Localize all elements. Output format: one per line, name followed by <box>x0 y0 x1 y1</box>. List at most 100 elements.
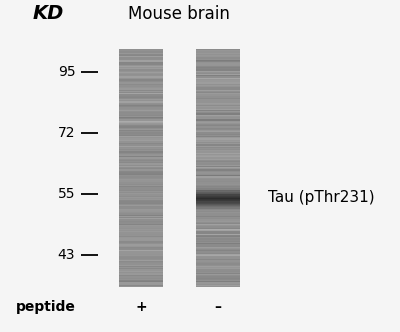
Bar <box>196 259 240 260</box>
Bar <box>196 66 240 67</box>
Bar <box>196 55 240 56</box>
Bar <box>119 269 163 271</box>
Bar <box>119 81 163 82</box>
Bar <box>119 115 163 116</box>
Bar <box>119 191 163 192</box>
Bar <box>196 256 240 257</box>
Bar <box>196 229 240 230</box>
Bar <box>196 202 240 203</box>
Bar <box>119 251 163 253</box>
Bar <box>119 155 163 156</box>
Text: 72: 72 <box>58 126 75 140</box>
Bar <box>119 124 163 125</box>
Bar <box>196 224 240 225</box>
Bar <box>119 194 163 196</box>
Bar <box>119 272 163 273</box>
Bar <box>119 69 163 70</box>
Bar <box>196 82 240 84</box>
Bar <box>119 78 163 79</box>
Bar <box>196 110 240 111</box>
Bar <box>119 193 163 194</box>
Bar <box>119 229 163 230</box>
Bar <box>196 260 240 261</box>
Bar <box>196 247 240 248</box>
Bar <box>196 163 240 165</box>
Bar <box>119 240 163 241</box>
Bar <box>119 244 163 246</box>
Bar <box>119 67 163 68</box>
Bar <box>196 149 240 150</box>
Bar <box>196 177 240 178</box>
Bar <box>196 99 240 100</box>
Bar <box>196 157 240 159</box>
Bar <box>119 178 163 179</box>
Bar <box>119 91 163 92</box>
Bar <box>119 100 163 102</box>
Bar <box>196 257 240 259</box>
Bar <box>196 51 240 53</box>
Bar <box>196 102 240 103</box>
Bar <box>196 92 240 93</box>
Bar <box>196 132 240 133</box>
Bar <box>119 55 163 56</box>
Bar <box>119 226 163 228</box>
Bar <box>196 143 240 144</box>
Bar <box>119 144 163 145</box>
Bar <box>196 108 240 109</box>
Bar <box>196 103 240 104</box>
Bar <box>196 76 240 78</box>
Bar <box>196 206 240 208</box>
Bar <box>119 273 163 274</box>
Bar <box>119 133 163 135</box>
Bar <box>119 116 163 117</box>
Bar <box>196 279 240 280</box>
Bar <box>196 237 240 238</box>
Bar <box>119 242 163 243</box>
Bar <box>119 72 163 73</box>
Bar <box>196 86 240 87</box>
Bar <box>119 167 163 168</box>
Bar <box>196 236 240 237</box>
Bar <box>119 224 163 225</box>
Bar <box>119 284 163 285</box>
Bar <box>119 139 163 141</box>
Text: 43: 43 <box>58 248 75 262</box>
Text: Mouse brain: Mouse brain <box>128 5 230 23</box>
Bar <box>196 197 240 198</box>
Bar <box>119 212 163 213</box>
Bar <box>119 74 163 75</box>
Bar <box>119 56 163 57</box>
Bar <box>119 131 163 132</box>
Bar <box>196 136 240 137</box>
Bar <box>196 203 240 204</box>
Bar <box>196 208 240 210</box>
Bar <box>196 240 240 241</box>
Bar <box>119 159 163 160</box>
Bar <box>119 197 163 198</box>
Bar <box>196 97 240 98</box>
Bar <box>119 181 163 182</box>
Bar <box>196 192 240 193</box>
Bar <box>119 142 163 143</box>
Bar <box>119 80 163 81</box>
Bar <box>119 141 163 142</box>
Bar <box>119 219 163 220</box>
Bar <box>119 66 163 67</box>
Bar <box>119 225 163 226</box>
Bar <box>196 198 240 199</box>
Bar <box>119 247 163 248</box>
Bar <box>119 259 163 260</box>
Bar <box>196 187 240 188</box>
Bar <box>119 281 163 283</box>
Bar <box>119 248 163 249</box>
Bar <box>196 91 240 92</box>
Bar <box>196 130 240 131</box>
Bar <box>196 267 240 268</box>
Bar <box>196 57 240 59</box>
Bar <box>196 87 240 88</box>
Bar <box>196 133 240 135</box>
Bar <box>196 155 240 156</box>
Bar <box>196 246 240 247</box>
Bar <box>196 244 240 246</box>
Bar <box>196 179 240 180</box>
